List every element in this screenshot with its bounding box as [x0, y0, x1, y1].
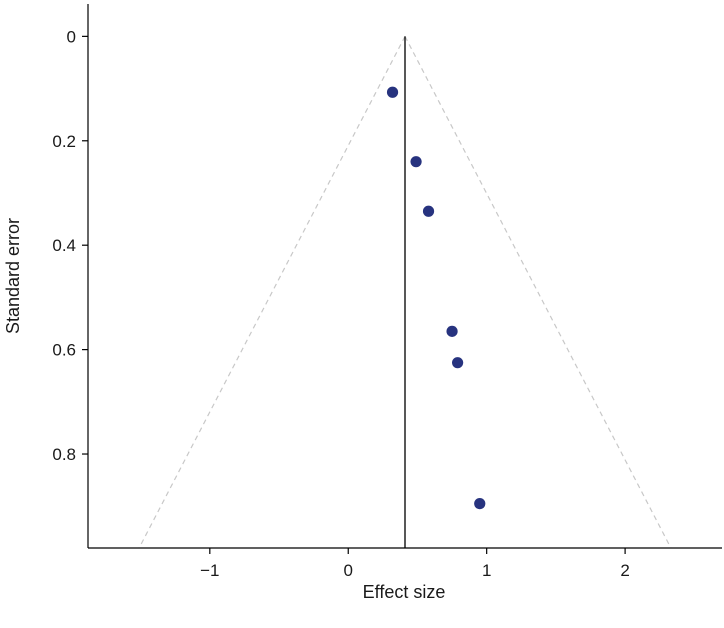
- data-point-3: [422, 205, 435, 217]
- y-tick-label: 0: [67, 27, 76, 46]
- funnel-right-line: [404, 36, 672, 549]
- x-tick-label: 2: [620, 561, 629, 580]
- y-axis-title: Standard error: [3, 218, 23, 334]
- x-axis: −1 0 1 2: [88, 547, 722, 580]
- x-tick-label: 0: [344, 561, 353, 580]
- data-point-2: [410, 156, 422, 168]
- plot-area: [138, 36, 672, 549]
- data-point-6: [474, 498, 486, 510]
- x-tick-label: 1: [482, 561, 491, 580]
- y-tick-label: 0.6: [52, 341, 76, 360]
- data-point-5: [452, 357, 464, 369]
- y-tick-label: 0.2: [52, 132, 76, 151]
- data-point-4: [446, 325, 458, 337]
- data-point-1: [386, 86, 399, 98]
- y-tick-label: 0.8: [52, 445, 76, 464]
- y-axis: 0 0.2 0.4 0.6 0.8: [52, 4, 89, 548]
- x-axis-title: Effect size: [363, 582, 446, 602]
- y-tick-label: 0.4: [52, 236, 76, 255]
- funnel-left-line: [138, 36, 406, 549]
- x-tick-label: −1: [200, 561, 219, 580]
